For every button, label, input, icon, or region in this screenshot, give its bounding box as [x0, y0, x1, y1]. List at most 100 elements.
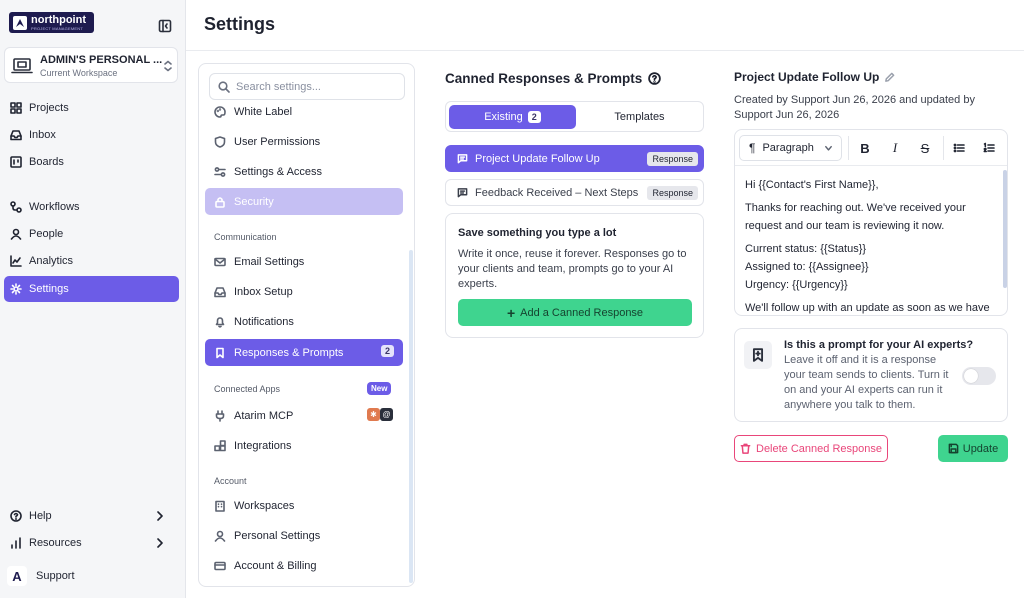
response-type-badge: Response [647, 152, 698, 166]
response-name: Project Update Follow Up [475, 152, 600, 165]
canned-title-text: Canned Responses & Prompts [445, 71, 643, 86]
save-icon [948, 443, 959, 454]
editor-content[interactable]: Hi {{Contact's First Name}}, Thanks for … [745, 176, 995, 315]
nav-item-analytics[interactable]: Analytics [4, 248, 179, 274]
nav-item-resources[interactable]: Resources [4, 530, 179, 556]
settings-item-label: Responses & Prompts [234, 346, 344, 359]
settings-item-atarim-mcp[interactable]: Atarim MCP ✱ @ [205, 402, 403, 429]
settings-item-personal-settings[interactable]: Personal Settings [205, 522, 403, 549]
editor-scrollbar[interactable] [1003, 170, 1007, 288]
settings-item-workspaces[interactable]: Workspaces [205, 492, 403, 519]
numbered-list-icon[interactable] [980, 139, 998, 157]
section-connected-apps: Connected Apps [214, 384, 281, 394]
collapse-sidebar-icon[interactable] [158, 19, 172, 33]
settings-item-white-label[interactable]: White Label [205, 98, 403, 125]
nav-label: Resources [29, 537, 82, 549]
settings-item-notifications[interactable]: Notifications [205, 308, 403, 335]
settings-item-inbox-setup[interactable]: Inbox Setup [205, 278, 403, 305]
workspace-switcher[interactable]: ADMIN'S PERSONAL ... Current Workspace [4, 47, 178, 83]
inbox-icon [214, 286, 226, 297]
nav-item-boards[interactable]: Boards [4, 149, 179, 175]
nav-label: Workflows [29, 201, 80, 213]
credit-card-icon [214, 561, 226, 570]
settings-menu-panel: White Label User Permissions Settings & … [198, 63, 415, 587]
ai-prompt-option: Is this a prompt for your AI experts? Le… [734, 328, 1008, 422]
support-label: Support [36, 570, 75, 582]
toolbar-divider [848, 136, 849, 160]
support-link[interactable]: A Support [7, 566, 75, 586]
shield-icon [214, 135, 226, 148]
tab-existing[interactable]: Existing 2 [449, 105, 576, 129]
delete-label: Delete Canned Response [756, 442, 882, 455]
toggles-icon [214, 166, 226, 177]
card-description: Write it once, reuse it forever. Respons… [458, 248, 687, 290]
strikethrough-icon[interactable]: S [920, 140, 930, 156]
paragraph-format-select[interactable]: ¶ Paragraph [739, 135, 842, 161]
palette-icon [214, 105, 226, 118]
settings-item-label: User Permissions [234, 135, 321, 148]
add-canned-response-button[interactable]: + Add a Canned Response [458, 299, 692, 326]
response-item[interactable]: Feedback Received – Next Steps Response [445, 179, 704, 206]
prompt-description: Leave it off and it is a response your t… [784, 354, 949, 411]
brand-tagline: PROJECT MANAGEMENT [31, 26, 83, 31]
settings-item-label: Integrations [234, 439, 292, 452]
settings-item-label: Account & Billing [234, 559, 317, 572]
mcp-app-logos-icon: ✱ @ [367, 408, 393, 421]
settings-item-integrations[interactable]: Integrations [205, 432, 403, 459]
settings-item-label: Personal Settings [234, 529, 321, 542]
settings-item-security[interactable]: Security [205, 188, 403, 215]
trash-icon [740, 443, 751, 454]
bell-icon [215, 316, 225, 328]
support-logo-icon: A [7, 566, 27, 586]
nav-item-settings[interactable]: Settings [4, 276, 179, 302]
nav-label: Boards [29, 156, 64, 168]
settings-item-responses-prompts[interactable]: Responses & Prompts 2 [205, 339, 403, 366]
new-badge: New [367, 382, 392, 395]
plus-icon: + [506, 304, 516, 321]
message-icon [457, 188, 468, 198]
nav-label: Settings [29, 283, 69, 295]
urgency-line: Urgency: {{Urgency}} [745, 279, 848, 291]
nav-item-workflows[interactable]: Workflows [4, 194, 179, 220]
settings-item-account-billing[interactable]: Account & Billing [205, 552, 403, 579]
nav-label: Projects [29, 102, 69, 114]
bold-icon[interactable]: B [860, 140, 870, 156]
tab-templates[interactable]: Templates [614, 111, 665, 123]
rich-text-editor[interactable]: ¶ Paragraph B I S Hi {{Contact's First N… [734, 129, 1008, 316]
board-icon [10, 156, 22, 168]
pencil-icon[interactable] [884, 72, 895, 83]
settings-search[interactable] [209, 73, 405, 100]
settings-item-label: White Label [234, 105, 293, 118]
nav-item-inbox[interactable]: Inbox [4, 122, 179, 148]
nav-item-projects[interactable]: Projects [4, 95, 179, 121]
nav-item-help[interactable]: Help [4, 503, 179, 529]
workspace-icon [11, 57, 33, 75]
update-button[interactable]: Update [938, 435, 1008, 462]
settings-item-user-permissions[interactable]: User Permissions [205, 128, 403, 155]
add-response-card: Save something you type a lot Write it o… [445, 213, 704, 338]
settings-item-label: Notifications [234, 315, 294, 328]
nav-item-people[interactable]: People [4, 221, 179, 247]
pilcrow-icon: ¶ [749, 141, 756, 155]
italic-icon[interactable]: I [892, 140, 898, 155]
responses-count-badge: 2 [380, 345, 394, 357]
editor-meta: Created by Support Jun 26, 2026 and upda… [734, 94, 975, 121]
delete-canned-response-button[interactable]: Delete Canned Response [734, 435, 888, 462]
chevron-down-icon [825, 145, 832, 151]
response-item[interactable]: Project Update Follow Up Response [445, 145, 704, 172]
responses-tab-switch: Existing 2 Templates [445, 101, 704, 132]
help-circle-icon [10, 510, 22, 522]
workspace-subtitle: Current Workspace [40, 68, 118, 78]
search-input[interactable] [236, 80, 396, 93]
ai-prompt-toggle[interactable] [962, 367, 996, 385]
existing-count-badge: 2 [527, 111, 541, 123]
puzzle-icon [214, 439, 226, 451]
settings-scrollbar[interactable] [409, 250, 413, 583]
bullet-list-icon[interactable] [950, 139, 968, 157]
northpoint-logo[interactable]: northpoint PROJECT MANAGEMENT [9, 12, 94, 33]
nav-label: People [29, 228, 64, 240]
settings-item-settings-access[interactable]: Settings & Access [205, 158, 403, 185]
help-circle-icon[interactable] [648, 72, 662, 85]
settings-item-label: Email Settings [234, 255, 305, 268]
settings-item-email-settings[interactable]: Email Settings [205, 248, 403, 275]
